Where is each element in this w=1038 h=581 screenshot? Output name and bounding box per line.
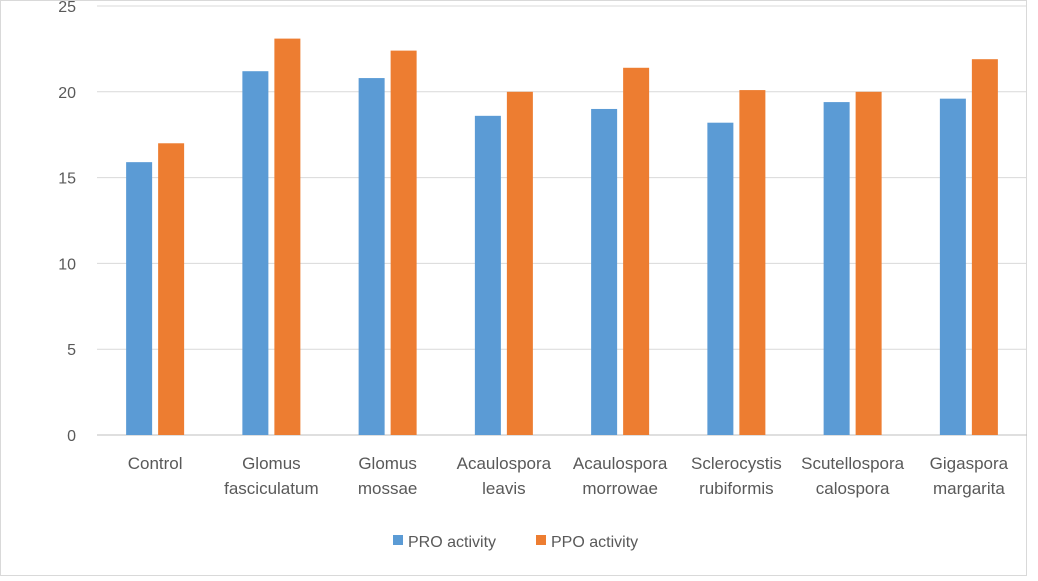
x-tick-label: Sclerocystis [691,454,782,473]
x-tick-label: rubiformis [699,479,774,498]
x-tick-label: Scutellospora [801,454,905,473]
y-tick-label: 20 [58,85,76,102]
bars [126,38,998,436]
bar-pro-2 [358,78,385,436]
y-tick-label: 0 [67,428,76,445]
bar-pro-6 [823,102,850,435]
bar-pro-3 [474,115,501,435]
x-tick-label: Glomus [242,454,301,473]
bar-pro-5 [707,122,734,436]
bar-pro-1 [242,71,269,435]
bar-ppo-7 [971,59,998,436]
x-axis-labels: Control Glomus fasciculatum Glomus mossae Aca… [128,454,1009,498]
bar-pro-7 [939,98,966,435]
x-tick-label: Control [128,454,183,473]
legend-label: PRO activity [408,534,496,551]
y-tick-label: 5 [67,342,76,359]
x-tick-label: Acaulospora [457,454,552,473]
x-tick-label: mossae [358,479,418,498]
y-tick-label: 25 [58,0,76,16]
bar-ppo-0 [158,143,185,435]
bar-ppo-4 [623,67,650,435]
bar-ppo-1 [274,38,301,435]
x-tick-label: morrowae [582,479,658,498]
y-tick-label: 10 [58,256,76,273]
x-tick-label: Gigaspora [930,454,1009,473]
y-axis-ticks: 0 5 10 15 20 25 [58,0,76,445]
bar-ppo-5 [739,90,766,436]
x-tick-label: fasciculatum [224,479,318,498]
bar-ppo-3 [506,91,533,436]
y-tick-label: 15 [58,171,76,188]
legend-swatch [536,535,546,545]
x-tick-label: leavis [482,479,525,498]
x-tick-label: Acaulospora [573,454,668,473]
bar-pro-0 [126,162,153,435]
legend-label: PPO activity [551,534,638,551]
bar-ppo-2 [390,50,417,436]
bar-ppo-6 [855,91,882,436]
x-tick-label: margarita [933,479,1005,498]
x-tick-label: calospora [816,479,890,498]
x-tick-label: Glomus [358,454,417,473]
bar-pro-4 [591,108,618,436]
legend-swatch [393,535,403,545]
legend: PRO activity PPO activity [393,534,638,551]
